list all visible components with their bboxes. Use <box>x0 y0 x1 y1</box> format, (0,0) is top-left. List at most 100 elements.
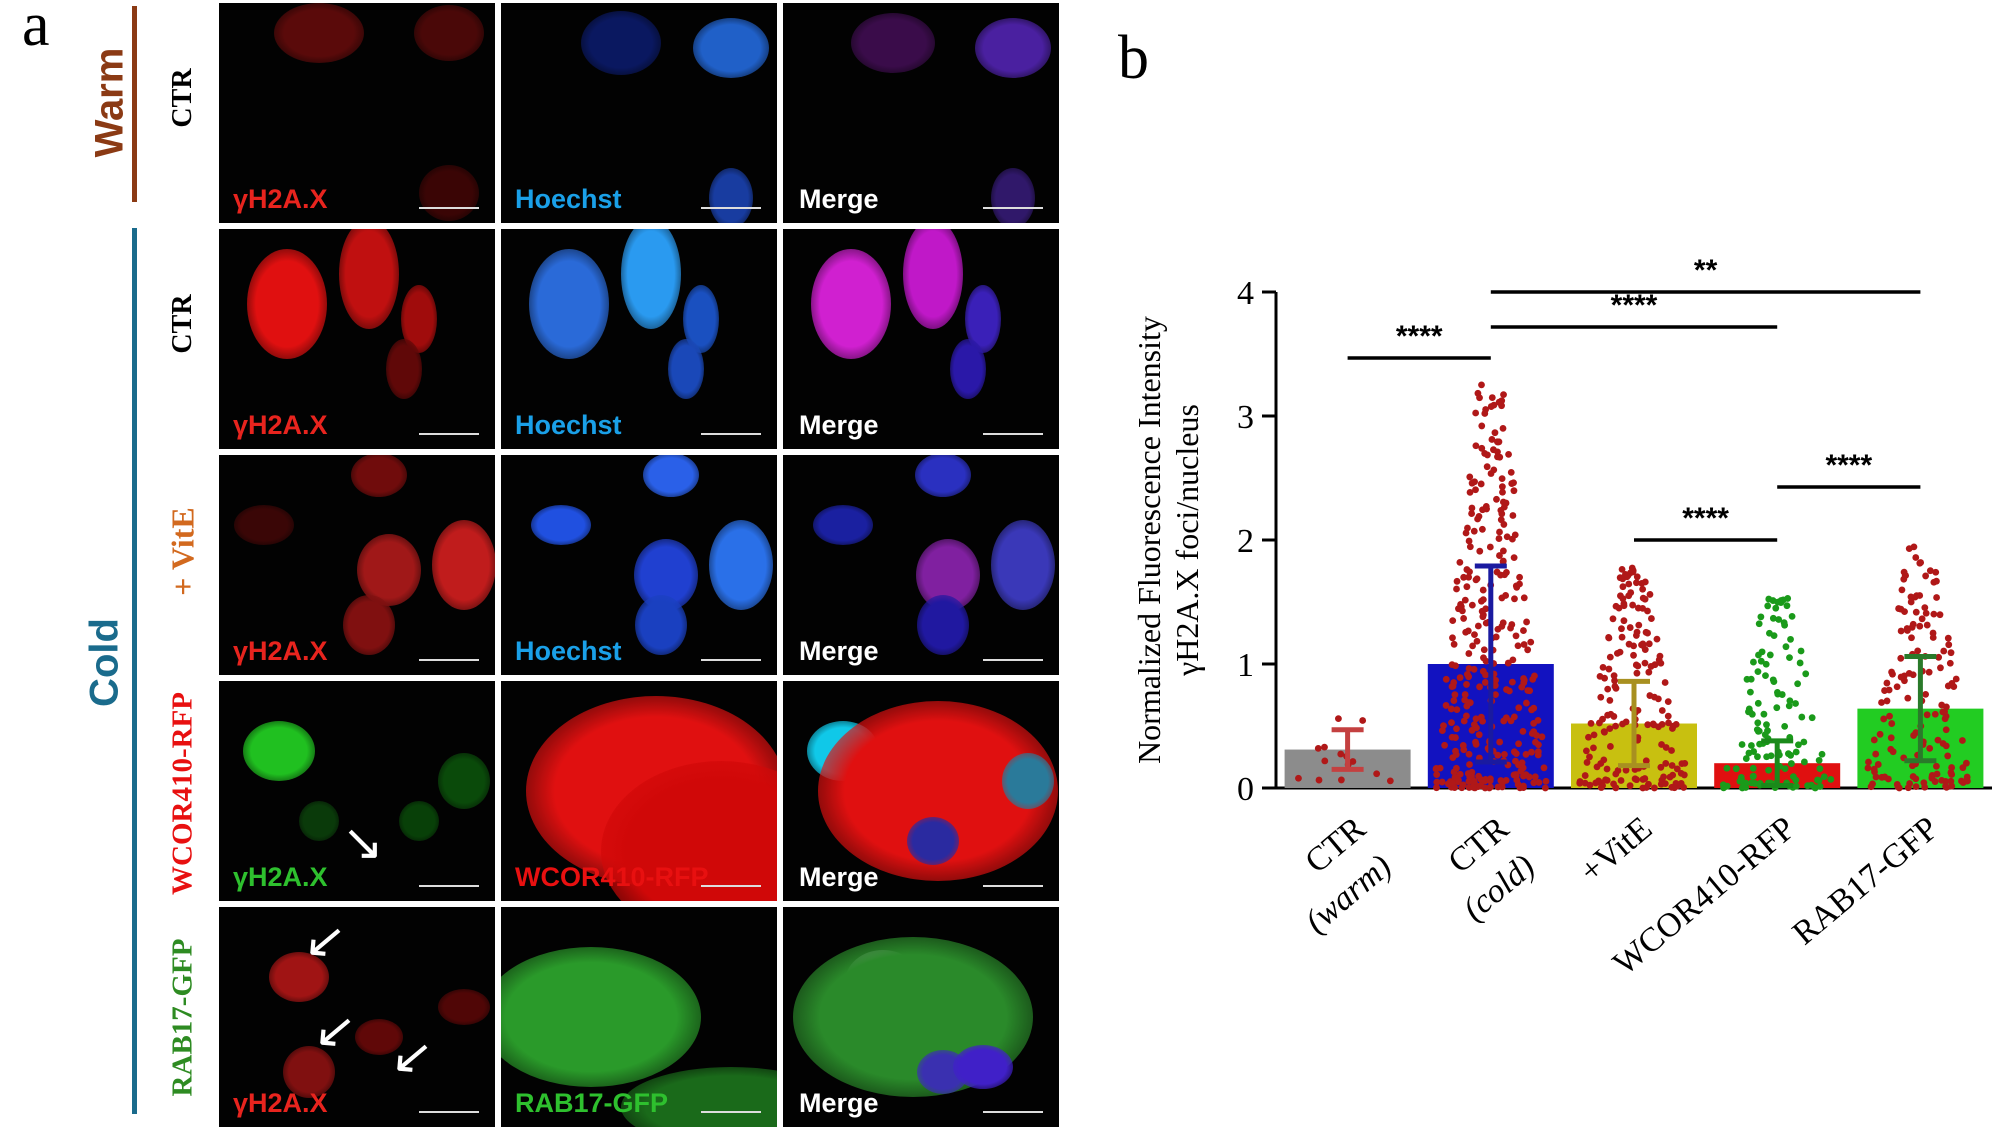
data-point <box>1939 740 1947 747</box>
data-point <box>1661 679 1669 686</box>
data-point <box>1657 659 1665 667</box>
data-point <box>1785 702 1793 710</box>
data-point <box>1781 723 1789 730</box>
data-point <box>1639 642 1647 649</box>
data-point <box>1920 779 1928 787</box>
data-point <box>1337 776 1345 784</box>
y-tick-label: 1 <box>1237 647 1254 684</box>
data-point <box>1465 665 1473 672</box>
data-point <box>1912 554 1920 561</box>
cell-nucleus <box>975 18 1051 78</box>
data-point <box>1786 654 1793 662</box>
data-point <box>1764 602 1772 610</box>
data-point <box>1893 683 1901 691</box>
data-point <box>1923 621 1931 629</box>
data-point <box>1933 762 1940 770</box>
data-point <box>1464 524 1471 532</box>
data-point <box>1441 741 1448 749</box>
data-point <box>1493 495 1500 503</box>
data-point <box>1583 759 1591 766</box>
channel-label: Merge <box>799 1088 879 1118</box>
data-point <box>1498 622 1506 630</box>
data-point <box>1943 784 1950 791</box>
data-point <box>1487 783 1494 791</box>
data-point <box>1513 776 1521 784</box>
data-point <box>1872 773 1880 781</box>
data-point <box>1337 750 1345 758</box>
data-point <box>1808 714 1816 722</box>
data-point <box>1522 699 1530 707</box>
cell-nucleus <box>635 595 687 655</box>
data-point <box>1433 784 1440 792</box>
data-point <box>1657 763 1665 771</box>
data-point <box>1496 528 1503 536</box>
cell-nucleus <box>399 801 439 841</box>
data-point <box>1585 733 1592 741</box>
data-point <box>1449 634 1456 642</box>
cell-nucleus <box>351 455 407 497</box>
data-point <box>1520 782 1527 790</box>
data-point <box>1433 771 1441 779</box>
data-point <box>1534 716 1542 724</box>
data-point <box>1596 672 1604 680</box>
cell-nucleus <box>991 520 1055 610</box>
warm-group-bar <box>132 6 137 202</box>
scale-bar <box>419 885 479 887</box>
data-point <box>1465 673 1473 681</box>
image-r1-c2: Hoechst <box>501 3 777 223</box>
data-point <box>1887 745 1895 753</box>
data-point <box>1870 765 1878 773</box>
data-point <box>1757 613 1765 621</box>
data-point <box>1783 602 1791 610</box>
cell-nucleus <box>917 595 969 655</box>
data-point <box>1494 453 1501 461</box>
data-point <box>1781 765 1789 773</box>
data-point <box>1464 770 1472 777</box>
data-point <box>1604 711 1612 719</box>
data-point <box>1788 612 1796 620</box>
image-r1-c1: γH2A.X <box>219 3 495 223</box>
data-point <box>1508 678 1516 686</box>
data-point <box>1622 766 1630 774</box>
data-point <box>1625 640 1633 648</box>
data-point <box>1815 756 1823 764</box>
data-point <box>1478 381 1485 389</box>
data-point <box>1478 444 1486 452</box>
cold-group-label: Cold <box>82 618 127 707</box>
image-r5-c3: Merge <box>783 907 1059 1127</box>
data-point <box>1611 677 1618 685</box>
data-point <box>1914 647 1922 655</box>
data-point <box>1590 744 1597 752</box>
data-point <box>1963 777 1971 785</box>
data-point <box>1947 649 1955 657</box>
channel-label: Hoechst <box>515 410 622 440</box>
data-point <box>1472 409 1480 417</box>
data-point <box>1499 558 1507 566</box>
data-point <box>1669 771 1677 779</box>
channel-label: Merge <box>799 636 879 666</box>
data-point <box>1493 568 1501 576</box>
data-point <box>1738 741 1746 748</box>
data-point <box>1482 605 1490 613</box>
data-point <box>1664 698 1672 706</box>
scale-bar <box>983 659 1043 661</box>
data-point <box>1465 699 1473 706</box>
data-point <box>1496 552 1503 559</box>
data-point <box>1466 761 1473 768</box>
cell-nucleus <box>299 801 339 841</box>
image-r5-c1: γH2A.X <box>219 907 495 1127</box>
data-point <box>1482 671 1489 679</box>
data-point <box>1477 713 1485 721</box>
data-point <box>1448 719 1455 727</box>
data-point <box>1470 721 1478 729</box>
data-point <box>1774 688 1781 696</box>
scale-bar <box>983 1111 1043 1113</box>
data-point <box>1507 468 1515 476</box>
data-point <box>1480 646 1488 654</box>
data-point <box>1901 571 1909 579</box>
channel-label: γH2A.X <box>233 410 328 440</box>
data-point <box>1479 525 1486 533</box>
data-point <box>1795 741 1802 749</box>
data-point <box>1629 601 1637 609</box>
data-point <box>1797 647 1805 655</box>
